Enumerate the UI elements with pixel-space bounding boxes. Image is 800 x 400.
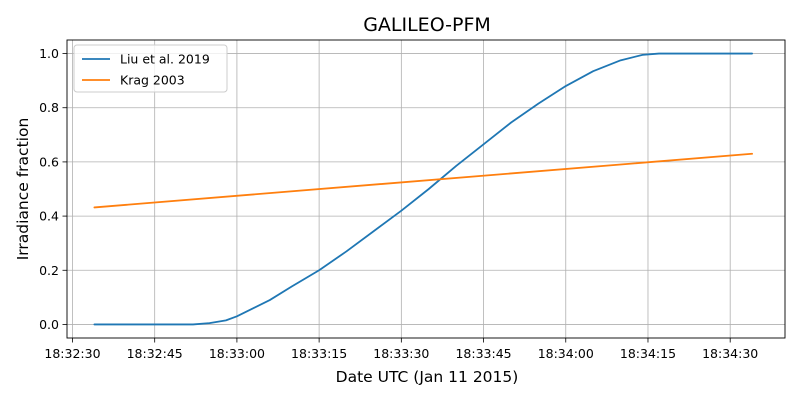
y-tick-label: 0.2 bbox=[39, 263, 59, 278]
chart-title: GALILEO-PFM bbox=[363, 14, 491, 36]
y-axis: 0.0 0.2 0.4 0.6 0.8 1.0 bbox=[39, 46, 67, 332]
grid bbox=[67, 40, 785, 338]
y-tick-label: 0.6 bbox=[39, 154, 59, 169]
y-tick-label: 0.4 bbox=[39, 209, 59, 224]
x-tick-label: 18:34:15 bbox=[620, 346, 676, 361]
x-tick-label: 18:33:15 bbox=[291, 346, 347, 361]
legend-label: Liu et al. 2019 bbox=[120, 52, 210, 67]
y-axis-label: Irradiance fraction bbox=[14, 118, 32, 261]
x-tick-label: 18:33:30 bbox=[373, 346, 429, 361]
y-tick-label: 0.0 bbox=[39, 317, 59, 332]
y-tick-label: 0.8 bbox=[39, 100, 59, 115]
legend-box bbox=[73, 44, 228, 93]
x-tick-label: 18:33:00 bbox=[209, 346, 265, 361]
x-axis-label: Date UTC (Jan 11 2015) bbox=[336, 368, 519, 386]
x-tick-label: 18:34:00 bbox=[538, 346, 594, 361]
y-tick-label: 1.0 bbox=[39, 46, 59, 61]
plot-frame bbox=[66, 39, 786, 339]
series-layer bbox=[93, 52, 754, 326]
x-tick-label: 18:32:30 bbox=[44, 346, 100, 361]
x-tick-label: 18:33:45 bbox=[455, 346, 511, 361]
legend: Liu et al. 2019 Krag 2003 bbox=[73, 44, 228, 93]
series-line-liu-et-al-2019 bbox=[93, 52, 754, 326]
legend-label: Krag 2003 bbox=[120, 73, 185, 88]
x-tick-label: 18:34:30 bbox=[702, 346, 758, 361]
x-axis: 18:32:30 18:32:45 18:33:00 18:33:15 18:33:30… bbox=[44, 338, 758, 361]
x-tick-label: 18:32:45 bbox=[127, 346, 183, 361]
series-line-krag-2003 bbox=[93, 152, 754, 209]
